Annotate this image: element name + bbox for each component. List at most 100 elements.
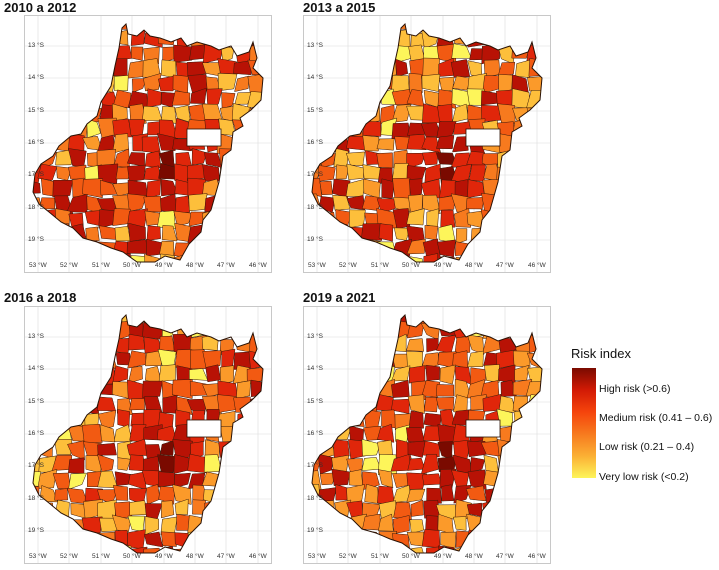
municipality bbox=[247, 152, 263, 165]
municipality bbox=[312, 24, 322, 31]
municipality bbox=[455, 562, 471, 563]
municipality bbox=[266, 59, 271, 74]
municipality bbox=[362, 334, 380, 355]
municipality bbox=[512, 545, 529, 553]
municipality bbox=[85, 395, 99, 415]
municipality bbox=[312, 211, 321, 228]
municipality bbox=[407, 440, 426, 458]
legend-label-low: Low risk (0.21 – 0.4) bbox=[599, 441, 695, 453]
municipality bbox=[512, 438, 531, 461]
municipality bbox=[364, 59, 383, 76]
municipality bbox=[497, 208, 515, 229]
municipality bbox=[84, 315, 103, 323]
municipality bbox=[498, 74, 513, 95]
municipality bbox=[408, 73, 423, 94]
municipality bbox=[335, 164, 350, 180]
municipality bbox=[511, 241, 530, 260]
municipality bbox=[56, 90, 73, 109]
municipality bbox=[332, 104, 353, 123]
municipality bbox=[129, 103, 147, 124]
municipality bbox=[545, 307, 550, 322]
municipality bbox=[515, 59, 531, 78]
municipality bbox=[515, 561, 531, 563]
municipality bbox=[232, 315, 253, 324]
municipality bbox=[542, 320, 550, 337]
municipality bbox=[348, 30, 364, 45]
municipality bbox=[421, 151, 439, 166]
municipality bbox=[482, 499, 502, 519]
municipality bbox=[265, 486, 271, 502]
municipality bbox=[235, 178, 252, 196]
latitude-label: 17 °S bbox=[307, 462, 323, 469]
municipality bbox=[512, 208, 531, 227]
municipality bbox=[126, 152, 145, 167]
municipality bbox=[233, 31, 252, 44]
municipality bbox=[219, 365, 235, 386]
municipality bbox=[453, 28, 470, 46]
municipality bbox=[202, 164, 220, 182]
municipality bbox=[332, 178, 351, 199]
municipality bbox=[84, 365, 99, 386]
municipality bbox=[85, 226, 100, 241]
municipality bbox=[204, 499, 221, 519]
municipality bbox=[421, 473, 442, 486]
municipality bbox=[130, 46, 144, 61]
municipality bbox=[406, 338, 425, 352]
municipality bbox=[232, 468, 252, 489]
municipality bbox=[262, 73, 263, 94]
municipality bbox=[469, 457, 485, 473]
municipality bbox=[515, 315, 529, 324]
map-svg bbox=[304, 16, 550, 272]
latitude-label: 14 °S bbox=[307, 365, 323, 372]
municipality bbox=[33, 210, 44, 229]
longitude-label: 46 °W bbox=[249, 553, 267, 560]
municipality bbox=[234, 153, 253, 168]
municipality bbox=[346, 72, 367, 91]
municipality bbox=[84, 350, 104, 368]
municipality bbox=[437, 24, 454, 33]
municipality bbox=[264, 533, 271, 545]
municipality bbox=[436, 561, 455, 563]
municipality bbox=[525, 223, 542, 242]
municipality bbox=[546, 16, 550, 33]
municipality bbox=[332, 380, 349, 398]
municipality bbox=[316, 315, 336, 323]
municipality bbox=[218, 24, 237, 32]
municipality bbox=[333, 349, 350, 371]
legend-label-high: High risk (>0.6) bbox=[599, 383, 671, 395]
municipality bbox=[333, 148, 349, 168]
municipality bbox=[407, 457, 426, 471]
municipality bbox=[381, 562, 395, 563]
municipality bbox=[468, 24, 483, 31]
municipality bbox=[203, 489, 223, 505]
municipality bbox=[141, 136, 161, 154]
municipality bbox=[405, 427, 426, 444]
municipality bbox=[544, 354, 550, 369]
municipality bbox=[263, 319, 271, 339]
municipality bbox=[39, 409, 57, 429]
municipality bbox=[127, 350, 147, 369]
municipality bbox=[348, 269, 363, 272]
municipality bbox=[97, 442, 117, 456]
municipality bbox=[130, 29, 146, 46]
municipality bbox=[541, 135, 542, 152]
municipality bbox=[437, 441, 453, 460]
latitude-label: 18 °S bbox=[28, 495, 44, 502]
municipality bbox=[70, 367, 88, 382]
municipality bbox=[237, 411, 250, 430]
municipality bbox=[483, 531, 502, 548]
municipality bbox=[527, 366, 542, 383]
federal-district bbox=[186, 128, 222, 147]
municipality bbox=[512, 178, 530, 198]
municipality bbox=[349, 61, 367, 77]
municipality bbox=[346, 531, 363, 549]
municipality bbox=[318, 378, 332, 401]
latitude-label: 14 °S bbox=[307, 74, 323, 81]
municipality bbox=[362, 73, 381, 94]
municipality bbox=[349, 239, 368, 259]
municipality bbox=[421, 315, 439, 324]
municipality bbox=[364, 319, 382, 340]
municipality bbox=[219, 514, 238, 533]
municipality bbox=[511, 515, 528, 536]
municipality bbox=[173, 269, 192, 272]
